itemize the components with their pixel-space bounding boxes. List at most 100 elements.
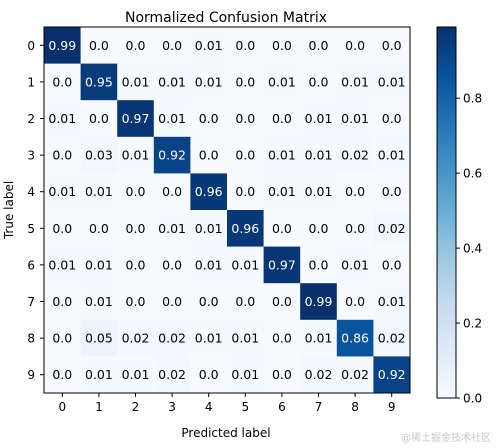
heatmap-cell-label-5-3: 0.01 <box>158 221 186 236</box>
y-tick-label-0: 0 <box>27 39 35 53</box>
heatmap-cell-1-0 <box>44 63 81 101</box>
x-tick-label-2: 2 <box>132 400 140 414</box>
heatmap-cell-5-4 <box>190 210 228 247</box>
x-axis-ticks: 0 1 2 3 4 5 6 7 8 9 <box>58 393 396 414</box>
heatmap-cell-7-0 <box>44 283 81 321</box>
heatmap-cell-label-1-3: 0.01 <box>158 74 186 89</box>
heatmap-cell-9-6 <box>263 356 301 394</box>
heatmap-cell-0-9 <box>373 27 411 64</box>
heatmap-cell-label-9-2: 0.01 <box>122 367 150 382</box>
x-axis-label: Predicted label <box>181 426 270 440</box>
heatmap-cell-label-4-3: 0.0 <box>162 184 182 199</box>
heatmap-cell-label-9-8: 0.02 <box>341 367 369 382</box>
heatmap-cell-1-3 <box>153 63 191 101</box>
heatmap-cell-5-2 <box>117 210 155 247</box>
heatmap-cell-1-7 <box>300 63 338 101</box>
heatmap-cell-9-4 <box>190 356 228 394</box>
heatmap-cell-8-7 <box>300 319 338 357</box>
heatmap-cell-label-5-7: 0.0 <box>309 221 329 236</box>
x-tick-label-3: 3 <box>168 400 176 414</box>
heatmap-cell-label-8-9: 0.02 <box>378 331 406 346</box>
x-tick-label-4: 4 <box>205 400 213 414</box>
heatmap-cell-label-9-1: 0.01 <box>85 367 113 382</box>
heatmap-cell-label-0-3: 0.0 <box>162 38 182 53</box>
heatmap-cell-1-4 <box>190 63 228 101</box>
heatmap-cell-2-6 <box>263 100 301 138</box>
y-axis-ticks: 0 1 2 3 4 5 6 7 8 9 <box>27 39 44 382</box>
x-tick-label-1: 1 <box>95 400 103 414</box>
heatmap-cell-label-8-6: 0.0 <box>272 331 292 346</box>
heatmap-cell-6-9 <box>373 246 411 284</box>
heatmap-cell-0-2 <box>117 27 155 64</box>
heatmap-cell-2-7 <box>300 100 338 138</box>
heatmap-cell-label-4-9: 0.0 <box>382 184 402 199</box>
heatmap-cell-label-8-7: 0.01 <box>305 331 333 346</box>
heatmap-cell-3-8 <box>336 136 374 174</box>
heatmap-cell-label-0-7: 0.0 <box>309 38 329 53</box>
heatmap-cell-8-4 <box>190 319 228 357</box>
heatmap-cell-2-3 <box>153 100 191 138</box>
heatmap-cell-4-8 <box>336 173 374 211</box>
x-tick-label-6: 6 <box>278 400 286 414</box>
heatmap-cell-label-9-7: 0.02 <box>305 367 333 382</box>
heatmap-cell-label-4-8: 0.0 <box>345 184 365 199</box>
heatmap-cell-label-0-1: 0.0 <box>89 38 109 53</box>
heatmap-cell-label-9-6: 0.0 <box>272 367 292 382</box>
heatmap-cell-7-9 <box>373 283 411 321</box>
heatmap-cell-1-1 <box>80 63 118 101</box>
heatmap-cell-label-6-6: 0.97 <box>268 257 296 272</box>
heatmap-cell-label-3-5: 0.0 <box>235 148 255 163</box>
heatmap-cell-8-3 <box>153 319 191 357</box>
heatmap-cell-label-9-9: 0.92 <box>378 367 406 382</box>
heatmap-cell-label-6-5: 0.01 <box>231 257 259 272</box>
heatmap-cell-1-5 <box>227 63 264 101</box>
heatmap-cell-2-1 <box>80 100 118 138</box>
heatmap-cell-5-8 <box>336 210 374 247</box>
heatmap-cell-label-8-4: 0.01 <box>195 331 223 346</box>
heatmap-cell-9-9 <box>373 356 411 394</box>
colorbar-tick-label-4: 0.8 <box>463 92 482 106</box>
x-tick-label-7: 7 <box>315 400 323 414</box>
heatmap-cell-label-5-0: 0.0 <box>52 221 72 236</box>
heatmap-cell-9-8 <box>336 356 374 394</box>
heatmap-cell-9-2 <box>117 356 155 394</box>
heatmap-cell-8-1 <box>80 319 118 357</box>
heatmap-cell-6-6 <box>263 246 301 284</box>
heatmap-cell-label-8-2: 0.02 <box>122 331 150 346</box>
heatmap-cell-label-3-1: 0.03 <box>85 148 113 163</box>
heatmap-cell-label-6-9: 0.0 <box>382 257 402 272</box>
heatmap-cell-3-4 <box>190 136 228 174</box>
heatmap-cell-2-5 <box>227 100 264 138</box>
heatmap-cell-label-9-5: 0.01 <box>231 367 259 382</box>
heatmap-cell-3-7 <box>300 136 338 174</box>
heatmap-cell-7-1 <box>80 283 118 321</box>
heatmap-cell-label-6-2: 0.0 <box>126 257 146 272</box>
heatmap-cell-8-6 <box>263 319 301 357</box>
heatmap-cell-label-0-2: 0.0 <box>126 38 146 53</box>
plot-frame <box>43 26 411 394</box>
heatmap-cell-label-9-3: 0.02 <box>158 367 186 382</box>
heatmap-cell-label-2-9: 0.0 <box>382 111 402 126</box>
heatmap-cell-label-4-1: 0.01 <box>85 184 113 199</box>
heatmap-cell-1-8 <box>336 63 374 101</box>
heatmap-cell-label-0-0: 0.99 <box>48 38 76 53</box>
heatmap-cell-5-5 <box>227 210 264 247</box>
heatmap-cell-0-3 <box>153 27 191 64</box>
heatmap-cell-7-5 <box>227 283 264 321</box>
heatmap-cell-2-0 <box>44 100 81 138</box>
heatmap-cell-4-0 <box>44 173 81 211</box>
heatmap-cell-label-8-5: 0.01 <box>231 331 259 346</box>
heatmap-cell-0-4 <box>190 27 228 64</box>
heatmap-cell-6-4 <box>190 246 228 284</box>
heatmap-cell-0-1 <box>80 27 118 64</box>
colorbar-tick-label-0: 0.0 <box>463 392 482 406</box>
heatmap-cell-0-6 <box>263 27 301 64</box>
heatmap-cell-label-1-1: 0.95 <box>85 74 113 89</box>
heatmap-cell-6-7 <box>300 246 338 284</box>
heatmap-cell-label-1-6: 0.01 <box>268 74 296 89</box>
heatmap-cell-1-6 <box>263 63 301 101</box>
heatmap-cell-label-9-4: 0.0 <box>199 367 219 382</box>
heatmap-cell-label-8-8: 0.86 <box>341 331 369 346</box>
heatmap-cell-label-2-5: 0.0 <box>235 111 255 126</box>
y-tick-label-8: 8 <box>27 332 35 346</box>
